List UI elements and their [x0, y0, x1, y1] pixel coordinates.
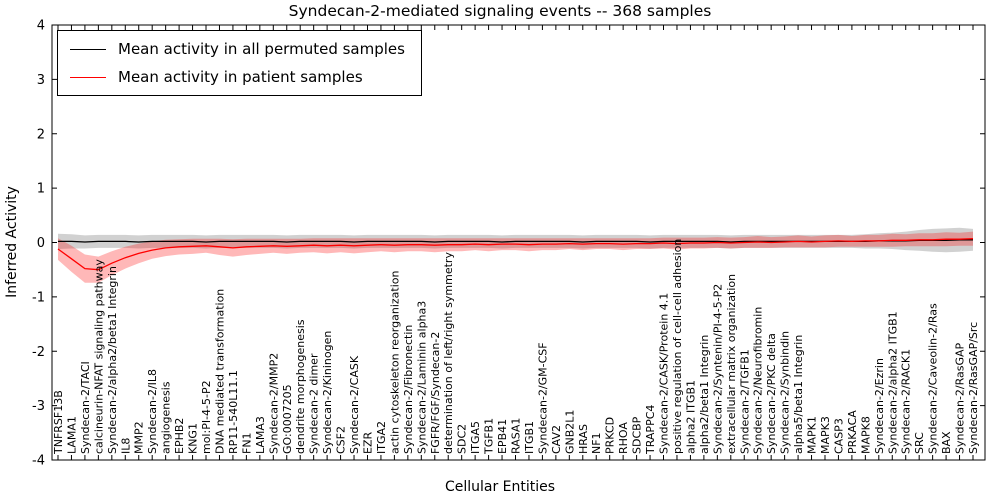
svg-text:3: 3 [37, 73, 45, 88]
svg-text:HRAS: HRAS [577, 424, 590, 454]
svg-text:MAPK1: MAPK1 [806, 416, 819, 454]
svg-text:Syndecan-2/PKC delta: Syndecan-2/PKC delta [765, 333, 778, 454]
svg-text:Syndecan-2/Synbindin: Syndecan-2/Synbindin [779, 331, 792, 454]
legend-item-patient: Mean activity in patient samples [70, 68, 405, 86]
svg-text:DNA mediated transformation: DNA mediated transformation [213, 289, 226, 454]
svg-text:Syndecan-2 dimer: Syndecan-2 dimer [308, 353, 321, 454]
svg-text:alpha2 ITGB1: alpha2 ITGB1 [684, 380, 697, 454]
svg-text:Syndecan-2/Caveolin-2/Ras: Syndecan-2/Caveolin-2/Ras [927, 303, 940, 454]
svg-text:NF1: NF1 [590, 432, 603, 454]
svg-text:MAPK8: MAPK8 [859, 416, 872, 454]
svg-text:ITGA5: ITGA5 [469, 421, 482, 454]
svg-text:Syndecan-2/GM-CSF: Syndecan-2/GM-CSF [536, 342, 549, 454]
svg-text:Syndecan-2/TGFB1: Syndecan-2/TGFB1 [738, 349, 751, 454]
svg-text:actin cytoskeleton reorganizat: actin cytoskeleton reorganization [388, 270, 401, 454]
svg-text:Syndecan-2/alpha2 ITGB1: Syndecan-2/alpha2 ITGB1 [886, 311, 899, 454]
svg-text:SRC: SRC [913, 432, 926, 454]
svg-text:ITGA2: ITGA2 [375, 421, 388, 454]
svg-text:Syndecan-2/RasGAP: Syndecan-2/RasGAP [954, 342, 967, 454]
svg-text:Syndecan-2/CASK: Syndecan-2/CASK [348, 355, 361, 454]
svg-text:BAX: BAX [940, 431, 953, 454]
svg-text:Syndecan-2/Neurofibromin: Syndecan-2/Neurofibromin [752, 307, 765, 454]
svg-text:Syndecan-2/MMP2: Syndecan-2/MMP2 [267, 353, 280, 454]
svg-text:IL8: IL8 [119, 438, 132, 454]
permuted-line-swatch [70, 48, 106, 50]
svg-text:ITGB1: ITGB1 [523, 421, 536, 454]
svg-text:alpha2/beta1 Integrin: alpha2/beta1 Integrin [698, 335, 711, 454]
svg-text:Syndecan-2/TACI: Syndecan-2/TACI [79, 361, 92, 454]
svg-text:calcineurin-NFAT signaling pat: calcineurin-NFAT signaling pathway [92, 259, 105, 454]
svg-text:MMP2: MMP2 [133, 421, 146, 454]
svg-text:dendrite morphogenesis: dendrite morphogenesis [294, 319, 307, 454]
svg-text:SDCBP: SDCBP [631, 416, 644, 454]
svg-text:-4: -4 [32, 454, 45, 469]
svg-text:KNG1: KNG1 [187, 423, 200, 454]
svg-text:positive regulation of cell-ce: positive regulation of cell-cell adhesio… [671, 239, 684, 454]
svg-text:-2: -2 [32, 345, 45, 360]
svg-text:Syndecan-2/Laminin alpha3: Syndecan-2/Laminin alpha3 [415, 301, 428, 454]
svg-text:Syndecan-2/CASK/Protein 4.1: Syndecan-2/CASK/Protein 4.1 [658, 293, 671, 454]
svg-text:Syndecan-2/RACK1: Syndecan-2/RACK1 [900, 349, 913, 454]
y-axis-label: Inferred Activity [4, 186, 20, 298]
svg-text:1: 1 [37, 182, 45, 197]
chart-title: Syndecan-2-mediated signaling events -- … [288, 2, 712, 20]
svg-text:RP11-540L11.1: RP11-540L11.1 [227, 370, 240, 454]
svg-text:PRKACA: PRKACA [846, 410, 859, 454]
svg-text:RHOA: RHOA [617, 422, 630, 454]
svg-text:TNFRSF13B: TNFRSF13B [52, 390, 65, 455]
svg-text:RASA1: RASA1 [510, 418, 523, 454]
legend: Mean activity in all permuted samples Me… [57, 30, 422, 96]
svg-text:-1: -1 [32, 290, 45, 305]
svg-text:Syndecan-2/alpha2/beta1 Integr: Syndecan-2/alpha2/beta1 Integrin [106, 266, 119, 454]
svg-text:SDC2: SDC2 [456, 424, 469, 454]
svg-text:alpha5/beta1 Integrin: alpha5/beta1 Integrin [792, 335, 805, 454]
legend-label-patient: Mean activity in patient samples [118, 68, 363, 86]
svg-text:angiogenesis: angiogenesis [160, 381, 173, 454]
svg-text:determination of left/right sy: determination of left/right symmetry [442, 252, 455, 454]
svg-text:Syndecan-2/RasGAP/Src: Syndecan-2/RasGAP/Src [967, 322, 980, 454]
svg-text:Syndecan-2/Ezrin: Syndecan-2/Ezrin [873, 358, 886, 454]
svg-text:GO:0007205: GO:0007205 [281, 384, 294, 454]
legend-label-permuted: Mean activity in all permuted samples [118, 40, 405, 58]
svg-text:FN1: FN1 [240, 432, 253, 454]
svg-text:FGFR/FGF/Syndecan-2: FGFR/FGF/Syndecan-2 [429, 332, 442, 454]
svg-text:Syndecan-2/IL8: Syndecan-2/IL8 [146, 369, 159, 454]
svg-text:LAMA1: LAMA1 [65, 416, 78, 454]
svg-text:Syndecan-2/Kininogen: Syndecan-2/Kininogen [321, 331, 334, 454]
svg-text:GNB2L1: GNB2L1 [563, 410, 576, 454]
svg-text:2: 2 [37, 127, 45, 142]
svg-text:-3: -3 [32, 399, 45, 414]
svg-text:TRAPPC4: TRAPPC4 [644, 405, 657, 455]
svg-text:MAPK3: MAPK3 [819, 416, 832, 454]
svg-text:CASP3: CASP3 [832, 418, 845, 454]
svg-text:CAV2: CAV2 [550, 425, 563, 454]
svg-text:Syndecan-2/Syntenin/PI-4-5-P2: Syndecan-2/Syntenin/PI-4-5-P2 [711, 284, 724, 454]
svg-text:0: 0 [37, 236, 45, 251]
x-axis-label: Cellular Entities [444, 479, 556, 495]
svg-text:4: 4 [37, 19, 45, 34]
svg-text:PRKCD: PRKCD [604, 417, 617, 454]
legend-item-permuted: Mean activity in all permuted samples [70, 40, 405, 58]
patient-line-swatch [70, 76, 106, 78]
svg-text:mol:PI-4-5-P2: mol:PI-4-5-P2 [200, 380, 213, 454]
svg-text:LAMA3: LAMA3 [254, 416, 267, 454]
svg-text:EPHB2: EPHB2 [173, 418, 186, 454]
svg-text:Syndecan-2/Fibronectin: Syndecan-2/Fibronectin [402, 325, 415, 454]
svg-text:TGFB1: TGFB1 [483, 418, 496, 455]
svg-text:EPB41: EPB41 [496, 419, 509, 454]
svg-text:EZR: EZR [361, 432, 374, 454]
svg-text:extracellular matrix organizat: extracellular matrix organization [725, 274, 738, 454]
svg-text:CSF2: CSF2 [335, 426, 348, 454]
